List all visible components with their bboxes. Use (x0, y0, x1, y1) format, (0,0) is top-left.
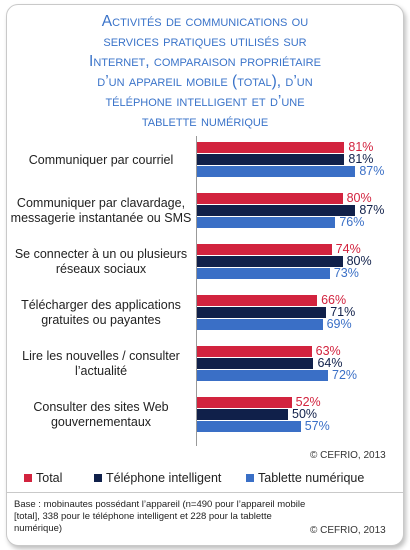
legend-item-phone: Téléphone intelligent (94, 471, 221, 485)
data-label: 74% (335, 242, 361, 256)
category-label-line: Communiquer par courriel (28, 152, 174, 167)
data-label: 57% (304, 419, 330, 433)
bar (197, 397, 292, 408)
bar (197, 358, 314, 369)
category-label-line: messagerie instantanée ou SMS (10, 211, 192, 225)
title-line: Activités de communications ou (101, 13, 309, 30)
title-line: Internet, comparaison propriétaire (89, 53, 321, 70)
legend-label: Téléphone intelligent (106, 471, 222, 485)
bar (197, 244, 332, 255)
category-label-line: Communiquer par clavardage, (16, 196, 186, 210)
category-label-line: Télécharger des applications (21, 298, 181, 312)
bar (197, 217, 336, 228)
data-label: 81% (348, 140, 374, 154)
data-label: 64% (317, 356, 343, 370)
data-label: 69% (326, 317, 352, 331)
title-line: services pratiques utilisés sur (103, 33, 307, 50)
title-line: téléphone intelligent et d’une (105, 93, 305, 110)
legend-swatch-phone (94, 474, 102, 482)
base-note: Base : mobinautes possédant l’appareil (… (14, 499, 306, 534)
chart-title: Activités de communications ou services … (0, 12, 410, 132)
legend-swatch-total (24, 474, 32, 482)
category-label: Consulter des sites Web gouvernementaux (8, 400, 194, 430)
category-label: Se connecter à un ou plusieurs réseaux so… (8, 247, 194, 277)
bar (197, 193, 343, 204)
category-axis-line (196, 136, 197, 446)
bar (197, 346, 312, 357)
category-label: Communiquer par courriel (8, 153, 194, 168)
category-label-line: l’actualité (74, 364, 128, 378)
category-label-line: Consulter des sites Web (33, 400, 169, 414)
data-label: 80% (346, 254, 372, 268)
footer-divider (6, 492, 404, 493)
data-label: 81% (348, 152, 374, 166)
bar (197, 421, 301, 432)
bar (197, 256, 343, 267)
category-label-line: gratuites ou payantes (41, 313, 161, 327)
data-label: 87% (359, 164, 385, 178)
data-label: 66% (321, 293, 347, 307)
category-label: Communiquer par clavardage, messagerie in… (8, 196, 194, 226)
legend-item-total: Total (24, 471, 62, 485)
data-label: 76% (339, 215, 365, 229)
category-label: Télécharger des applications gratuites ou… (8, 298, 194, 328)
bar (197, 319, 323, 330)
bar (197, 295, 318, 306)
chart-copyright: © CEFRIO, 2013 (310, 450, 386, 461)
legend-label: Tablette numérique (258, 471, 365, 485)
data-label: 71% (330, 305, 356, 319)
category-label-line: réseaux sociaux (55, 262, 147, 276)
title-line: d’un appareil mobile (total), d’un (97, 73, 313, 90)
data-label: 87% (359, 203, 385, 217)
bar (197, 268, 330, 279)
data-label: 50% (292, 407, 318, 421)
note-copyright: © CEFRIO, 2013 (310, 525, 386, 536)
category-label: Lire les nouvelles / consulter l’actualit… (8, 349, 194, 379)
bar (197, 142, 345, 153)
bar (197, 205, 356, 216)
bar (197, 409, 288, 420)
category-label-line: Se connecter à un ou plusieurs (14, 247, 188, 261)
data-label: 80% (346, 191, 372, 205)
bar (197, 154, 345, 165)
bar (197, 166, 356, 177)
category-label-line: gouvernementaux (50, 415, 152, 429)
title-line: tablette numérique (141, 113, 269, 130)
bar (197, 370, 329, 381)
legend-label: Total (36, 471, 63, 485)
bar (197, 307, 327, 318)
data-label: 72% (332, 368, 358, 382)
legend-swatch-tablet (246, 474, 254, 482)
legend-item-tablet: Tablette numérique (246, 471, 364, 485)
data-label: 52% (295, 395, 321, 409)
category-label-line: Lire les nouvelles / consulter (22, 349, 180, 363)
data-label: 63% (315, 344, 341, 358)
data-label: 73% (333, 266, 359, 280)
